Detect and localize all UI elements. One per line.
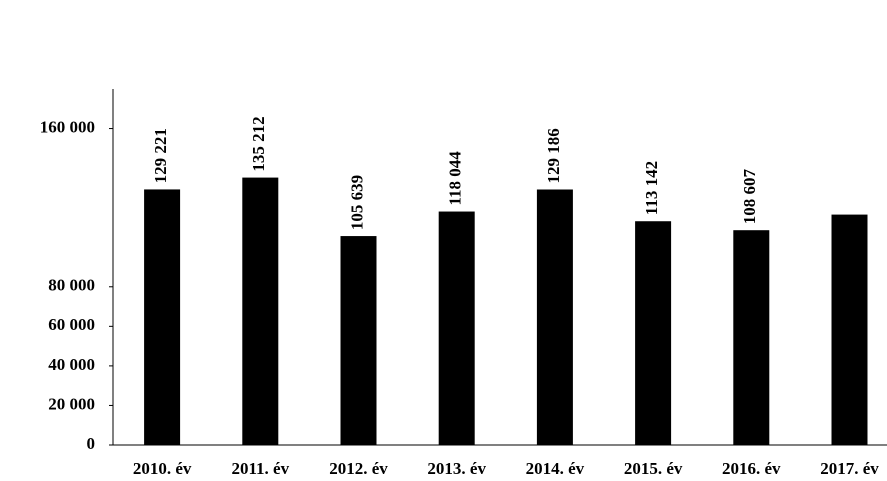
value-label: 129 221 [151, 128, 170, 183]
y-tick-label: 0 [87, 434, 96, 453]
y-tick-label: 80 000 [48, 276, 95, 295]
x-tick-label: 2013. év [427, 459, 486, 478]
bar [144, 189, 181, 445]
value-label: 118 044 [446, 151, 465, 206]
bar [831, 214, 868, 445]
x-tick-label: 2014. év [526, 459, 585, 478]
x-tick-label: 2012. év [329, 459, 388, 478]
x-tick-label: 2017. év [820, 459, 879, 478]
x-tick-label: 2015. év [624, 459, 683, 478]
y-tick-label: 20 000 [48, 394, 95, 413]
bar [340, 236, 377, 445]
y-tick-label: 60 000 [48, 315, 95, 334]
bar [438, 211, 475, 445]
bar [536, 189, 573, 445]
value-label: 113 142 [642, 161, 661, 215]
bar [635, 221, 672, 445]
bar [733, 230, 770, 445]
value-label: 135 212 [249, 116, 268, 171]
value-label: 129 186 [544, 128, 563, 183]
bar [242, 177, 279, 446]
x-tick-label: 2016. év [722, 459, 781, 478]
y-tick-label: 160 000 [40, 117, 95, 136]
y-tick-label: 40 000 [48, 355, 95, 374]
x-tick-label: 2011. év [231, 459, 289, 478]
value-label: 105 639 [347, 175, 366, 230]
x-tick-label: 2010. év [133, 459, 192, 478]
value-label: 108 607 [740, 168, 759, 224]
